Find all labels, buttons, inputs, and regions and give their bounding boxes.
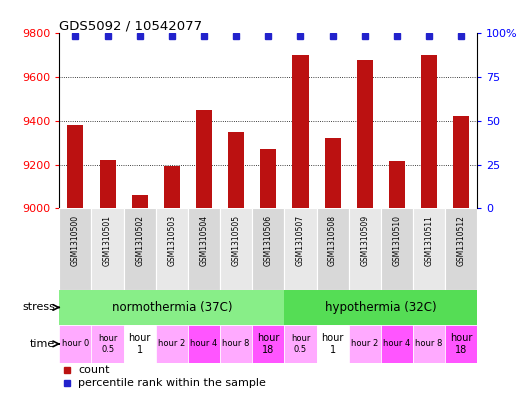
Bar bbox=[100, 160, 116, 208]
Bar bbox=[164, 166, 180, 208]
Text: GSM1310507: GSM1310507 bbox=[296, 215, 305, 266]
Text: time: time bbox=[30, 339, 56, 349]
Text: hypothermia (32C): hypothermia (32C) bbox=[325, 301, 437, 314]
Text: hour 0: hour 0 bbox=[62, 340, 89, 348]
Text: GSM1310502: GSM1310502 bbox=[135, 215, 144, 266]
Text: GSM1310505: GSM1310505 bbox=[232, 215, 240, 266]
Text: hour
1: hour 1 bbox=[321, 333, 344, 355]
Text: GDS5092 / 10542077: GDS5092 / 10542077 bbox=[59, 19, 202, 32]
Text: hour 4: hour 4 bbox=[190, 340, 218, 348]
Bar bbox=[413, 325, 445, 363]
Bar bbox=[293, 55, 309, 208]
Bar bbox=[284, 325, 316, 363]
Bar bbox=[445, 208, 477, 290]
Text: percentile rank within the sample: percentile rank within the sample bbox=[78, 378, 266, 388]
Bar bbox=[453, 116, 469, 208]
Text: GSM1310506: GSM1310506 bbox=[264, 215, 273, 266]
Bar bbox=[68, 125, 84, 208]
Bar bbox=[381, 325, 413, 363]
Bar bbox=[91, 208, 124, 290]
Text: stress: stress bbox=[23, 303, 56, 312]
Text: GSM1310504: GSM1310504 bbox=[200, 215, 208, 266]
Bar bbox=[413, 208, 445, 290]
Text: GSM1310510: GSM1310510 bbox=[393, 215, 401, 266]
Bar bbox=[316, 325, 349, 363]
Bar bbox=[252, 208, 284, 290]
Bar bbox=[156, 208, 188, 290]
Bar bbox=[316, 208, 349, 290]
Bar bbox=[124, 325, 156, 363]
Bar bbox=[59, 290, 284, 325]
Bar bbox=[228, 132, 244, 208]
Text: GSM1310511: GSM1310511 bbox=[425, 215, 433, 266]
Bar bbox=[59, 208, 91, 290]
Bar bbox=[156, 325, 188, 363]
Bar bbox=[220, 325, 252, 363]
Bar bbox=[325, 138, 341, 208]
Bar bbox=[349, 325, 381, 363]
Bar bbox=[421, 55, 437, 208]
Text: GSM1310500: GSM1310500 bbox=[71, 215, 80, 266]
Text: hour 8: hour 8 bbox=[222, 340, 250, 348]
Text: normothermia (37C): normothermia (37C) bbox=[111, 301, 232, 314]
Bar bbox=[188, 325, 220, 363]
Bar bbox=[284, 208, 316, 290]
Bar bbox=[357, 60, 373, 208]
Bar bbox=[59, 325, 91, 363]
Bar bbox=[124, 208, 156, 290]
Text: hour 8: hour 8 bbox=[415, 340, 443, 348]
Bar bbox=[349, 208, 381, 290]
Bar bbox=[188, 208, 220, 290]
Text: GSM1310503: GSM1310503 bbox=[167, 215, 176, 266]
Text: hour
1: hour 1 bbox=[128, 333, 151, 355]
Text: hour 2: hour 2 bbox=[158, 340, 185, 348]
Bar bbox=[252, 325, 284, 363]
Text: GSM1310501: GSM1310501 bbox=[103, 215, 112, 266]
Text: hour 4: hour 4 bbox=[383, 340, 411, 348]
Bar bbox=[196, 110, 212, 208]
Bar bbox=[445, 325, 477, 363]
Text: hour
18: hour 18 bbox=[450, 333, 473, 355]
Bar bbox=[284, 290, 477, 325]
Text: GSM1310508: GSM1310508 bbox=[328, 215, 337, 266]
Text: hour
0.5: hour 0.5 bbox=[98, 334, 117, 354]
Text: GSM1310512: GSM1310512 bbox=[457, 215, 466, 266]
Bar bbox=[132, 195, 148, 208]
Text: hour
18: hour 18 bbox=[257, 333, 280, 355]
Bar bbox=[381, 208, 413, 290]
Text: count: count bbox=[78, 365, 109, 375]
Bar bbox=[389, 161, 405, 208]
Text: GSM1310509: GSM1310509 bbox=[360, 215, 369, 266]
Bar bbox=[260, 149, 277, 208]
Text: hour 2: hour 2 bbox=[351, 340, 378, 348]
Text: hour
0.5: hour 0.5 bbox=[291, 334, 310, 354]
Bar bbox=[91, 325, 124, 363]
Bar bbox=[220, 208, 252, 290]
